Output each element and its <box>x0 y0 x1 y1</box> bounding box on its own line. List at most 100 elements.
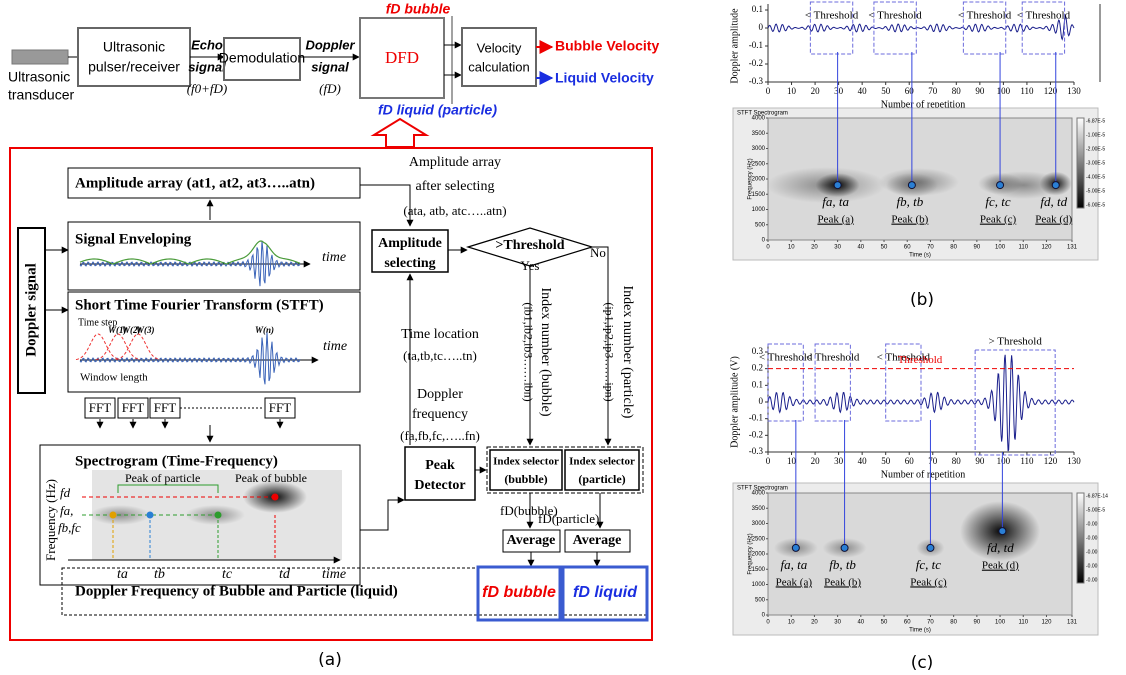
label: fD(particle) <box>538 511 599 526</box>
label: Doppler Frequency of Bubble and Particle… <box>75 583 398 599</box>
x-tick-label: 40 <box>858 86 868 96</box>
label: Peak of bubble <box>235 471 307 485</box>
y-tick-label: 0.1 <box>752 4 763 14</box>
y-tick-label: 4000 <box>752 491 766 497</box>
colorbar-label: -3.00E-5 <box>1086 160 1105 166</box>
label: fD bubble <box>386 1 451 17</box>
label: Ultrasonic <box>103 39 165 55</box>
label: >Threshold <box>495 238 564 253</box>
label: (ib1,ib2,ib3……ibn) <box>521 302 535 401</box>
y-axis-label: Doppler amplitude <box>729 8 740 84</box>
x-tick-label: 120 <box>1041 245 1052 251</box>
label: Average <box>507 533 556 548</box>
colorbar-label: -0.00 <box>1086 549 1098 555</box>
label: fb,fc <box>58 520 81 535</box>
y-tick-label: 2500 <box>752 536 766 542</box>
peak-dot <box>834 182 841 189</box>
peak-label: fd, td <box>987 540 1014 555</box>
x-tick-label: 50 <box>881 620 888 626</box>
x-tick-label: 90 <box>975 86 985 96</box>
x-tick-label: 20 <box>811 456 821 466</box>
colorbar-label: -6.87E-5 <box>1086 118 1105 124</box>
label: Bubble Velocity <box>555 38 659 54</box>
label: fD liquid (particle) <box>378 102 497 118</box>
x-tick-label: 80 <box>950 620 957 626</box>
label: Index selector <box>493 456 559 468</box>
x-tick-label: 30 <box>834 620 841 626</box>
peak-name: Peak (c) <box>980 214 1017 226</box>
label: (bubble) <box>504 472 547 486</box>
y-tick-label: 3000 <box>752 521 766 527</box>
colorbar-label: -0.00 <box>1086 577 1098 583</box>
y-axis-label: Frequency (Hz) <box>748 533 754 574</box>
label: Signal Enveloping <box>75 231 192 247</box>
y-axis-label: Doppler amplitude (V) <box>729 356 740 448</box>
x-tick-label: 110 <box>1018 620 1028 626</box>
x-tick-label: 60 <box>904 245 911 251</box>
y-tick-label: -0.1 <box>749 413 763 423</box>
x-tick-label: 40 <box>857 245 864 251</box>
label: Spectrogram (Time-Frequency) <box>75 453 278 469</box>
label: transducer <box>8 87 74 103</box>
y-tick-label: 500 <box>755 597 766 603</box>
peak-dot <box>110 512 117 519</box>
peak-name: Peak (b) <box>891 214 928 226</box>
label: Velocity <box>477 40 522 55</box>
y-tick-label: 2000 <box>752 177 766 183</box>
label: selecting <box>384 256 435 271</box>
label: Amplitude <box>378 236 442 251</box>
label: (fD) <box>319 81 341 96</box>
colorbar-label: -0.00 <box>1086 563 1098 569</box>
peak-label: fd, td <box>1040 194 1067 209</box>
x-tick-label: 50 <box>881 86 891 96</box>
label: Demodulation <box>219 50 305 66</box>
peak-dot <box>272 494 279 501</box>
y-tick-label: 3500 <box>752 506 766 512</box>
threshold-label: > Threshold <box>988 336 1042 348</box>
peak-label: fc, tc <box>985 194 1010 209</box>
label: Doppler <box>305 37 355 52</box>
label: (particle) <box>578 472 625 486</box>
label: time <box>323 339 347 354</box>
x-axis-label: Number of repetition <box>881 469 965 480</box>
peak-dot <box>908 182 915 189</box>
colorbar-label: -2.00E-5 <box>1086 146 1105 152</box>
label: Time location <box>401 327 479 342</box>
page: Ultrasonic transducer Ultrasonic pulser/rec… <box>0 0 1126 675</box>
colorbar-label: -6.00E-5 <box>1086 202 1105 208</box>
threshold-label: < Threshold <box>1017 10 1071 22</box>
label: time <box>322 250 346 265</box>
peak-dot <box>147 512 154 519</box>
x-tick-label: 30 <box>834 245 841 251</box>
y-tick-label: 2000 <box>752 552 766 558</box>
y-tick-label: 4000 <box>752 116 766 122</box>
label: fD bubble <box>482 584 556 601</box>
y-tick-label: 1500 <box>752 567 766 573</box>
label: Amplitude array (at1, at2, at3…..atn) <box>75 175 315 191</box>
y-tick-label: 0 <box>759 396 764 406</box>
label: Window length <box>80 372 148 384</box>
label: DFD <box>385 48 419 67</box>
threshold-label: Threshold <box>898 354 943 366</box>
x-tick-label: 70 <box>928 456 938 466</box>
label: td <box>279 567 291 582</box>
label: (ta,tb,tc…..tn) <box>403 348 477 363</box>
x-tick-label: 130 <box>1067 456 1081 466</box>
label: (a) <box>318 650 342 670</box>
label: fD liquid <box>573 584 638 601</box>
label: pulser/receiver <box>88 59 180 75</box>
x-axis-label: Time (s) <box>909 628 931 634</box>
label: Detector <box>414 478 465 493</box>
label: tb <box>154 567 165 582</box>
x-tick-label: 40 <box>858 456 868 466</box>
label: ta <box>117 567 128 582</box>
x-tick-label: 10 <box>787 456 797 466</box>
x-tick-label: 50 <box>881 245 888 251</box>
label: Ultrasonic <box>8 69 70 85</box>
colorbar <box>1077 118 1084 208</box>
label: signal <box>311 59 349 74</box>
x-tick-label: 80 <box>952 86 962 96</box>
x-tick-label: 0 <box>766 86 771 96</box>
label: fd <box>60 485 71 500</box>
y-tick-label: 1000 <box>752 582 766 588</box>
